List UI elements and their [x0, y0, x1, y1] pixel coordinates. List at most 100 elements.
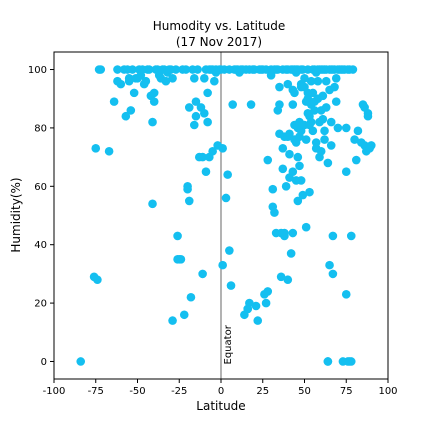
data-point	[148, 117, 157, 127]
data-point	[341, 123, 351, 133]
data-point	[285, 129, 294, 139]
data-point	[226, 281, 236, 290]
x-axis-title: Latitude	[196, 399, 245, 413]
data-point	[298, 190, 308, 200]
data-point	[320, 126, 329, 136]
x-tick-label: 0	[218, 386, 224, 397]
y-tick-label: 0	[41, 357, 47, 368]
data-point	[225, 246, 234, 255]
data-point	[141, 76, 151, 86]
data-point	[144, 65, 154, 74]
data-point	[330, 82, 339, 92]
data-point	[263, 287, 273, 296]
data-point	[275, 100, 284, 109]
data-point	[326, 141, 336, 150]
data-point	[245, 298, 254, 308]
data-point	[305, 187, 314, 197]
x-tick-label: 100	[378, 386, 397, 397]
data-point	[306, 76, 316, 86]
data-point	[161, 76, 171, 86]
data-point	[181, 65, 191, 74]
data-point	[367, 141, 376, 150]
data-point	[223, 170, 232, 179]
data-point	[341, 290, 351, 299]
data-point	[281, 182, 291, 191]
data-point	[333, 123, 343, 133]
data-point	[253, 316, 263, 325]
data-point	[91, 144, 101, 153]
y-axis-title: Humidity(%)	[9, 177, 23, 252]
data-point	[293, 152, 303, 162]
data-point	[189, 120, 199, 130]
x-tick-label: -50	[129, 386, 145, 397]
data-point	[293, 196, 303, 206]
data-point	[126, 106, 136, 115]
data-point	[301, 135, 311, 144]
equator-label: Equator	[223, 324, 234, 364]
data-point	[318, 91, 328, 101]
data-point	[308, 88, 318, 98]
data-point	[268, 184, 278, 194]
data-point	[283, 79, 293, 89]
data-point	[323, 357, 333, 366]
data-point	[168, 73, 177, 83]
data-point	[331, 97, 341, 106]
data-point	[121, 111, 131, 121]
data-point	[104, 146, 114, 156]
data-point	[184, 103, 194, 112]
data-point	[128, 65, 137, 74]
y-tick-label: 40	[34, 240, 47, 251]
data-point	[184, 196, 194, 206]
data-point	[346, 357, 356, 366]
data-point	[113, 65, 122, 74]
data-point	[350, 135, 359, 144]
data-point	[218, 144, 227, 153]
data-point	[124, 76, 134, 86]
data-point	[296, 176, 306, 185]
data-point	[288, 167, 298, 177]
data-point	[290, 88, 299, 98]
data-point	[328, 269, 338, 279]
data-point	[203, 117, 212, 127]
data-point	[76, 357, 86, 366]
chart-title-line2: (17 Nov 2017)	[176, 35, 262, 49]
x-tick-label: 75	[340, 386, 353, 397]
data-point	[116, 79, 126, 89]
data-point	[285, 149, 294, 159]
y-tick-label: 20	[34, 299, 47, 310]
data-point	[353, 126, 363, 136]
data-point	[183, 184, 192, 194]
data-point	[191, 97, 201, 106]
data-point	[306, 117, 316, 127]
plot-area: Equator -100 -75 -50 -25 0 25 50 75 100 0 20 40 60 80 1…	[28, 51, 398, 397]
data-point	[198, 152, 207, 162]
data-point	[93, 275, 102, 285]
data-point	[278, 164, 288, 174]
data-point	[326, 117, 336, 127]
data-point	[346, 231, 356, 241]
data-point	[325, 260, 334, 270]
data-point	[129, 88, 139, 98]
data-point	[261, 298, 271, 308]
data-point	[186, 292, 196, 302]
data-point	[208, 146, 217, 156]
data-point	[288, 228, 298, 238]
x-tick-label: -100	[43, 386, 66, 397]
y-tick-label: 60	[34, 182, 47, 193]
data-point	[276, 272, 286, 282]
data-point	[283, 275, 293, 285]
y-tick-label: 80	[34, 123, 47, 134]
data-point	[173, 231, 182, 241]
data-point	[210, 76, 219, 86]
x-tick-label: 50	[298, 386, 311, 397]
data-point	[295, 161, 304, 171]
data-point	[201, 167, 211, 177]
data-point	[308, 126, 318, 136]
data-point	[200, 73, 209, 83]
data-point	[171, 65, 181, 74]
data-point	[348, 65, 358, 74]
data-point	[191, 111, 201, 121]
data-point	[331, 73, 341, 83]
